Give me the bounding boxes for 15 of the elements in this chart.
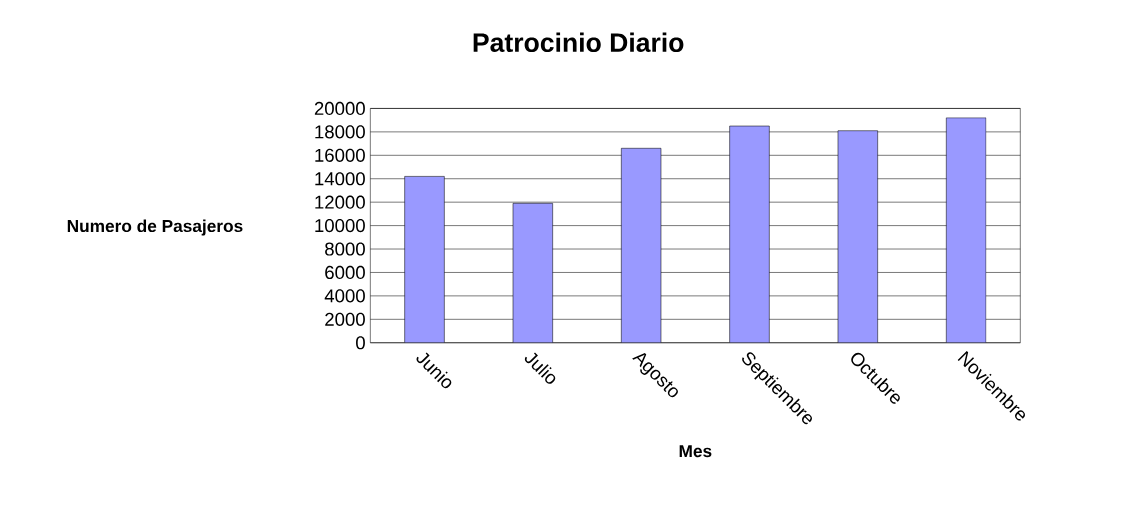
y-tick-label: 12000 (315, 195, 365, 209)
y-tick-label: 20000 (314, 101, 365, 115)
x-tick-label: Julio (524, 352, 556, 384)
y-tick-label: 0 (356, 336, 365, 350)
chart-title: Patrocinio Diario (473, 32, 684, 52)
y-axis-title: Numero de Pasajeros (67, 219, 243, 236)
y-tick-label: 6000 (325, 265, 365, 279)
y-tick-label: 18000 (315, 125, 365, 139)
y-tick-label: 2000 (325, 312, 365, 326)
y-tick-label: 16000 (315, 148, 365, 162)
y-tick-label: 14000 (315, 172, 365, 186)
y-tick-label: 8000 (325, 242, 365, 256)
y-tick-label: 10000 (315, 218, 365, 233)
y-tick-label: 4000 (324, 289, 365, 303)
x-axis-title: Mes (679, 445, 712, 458)
